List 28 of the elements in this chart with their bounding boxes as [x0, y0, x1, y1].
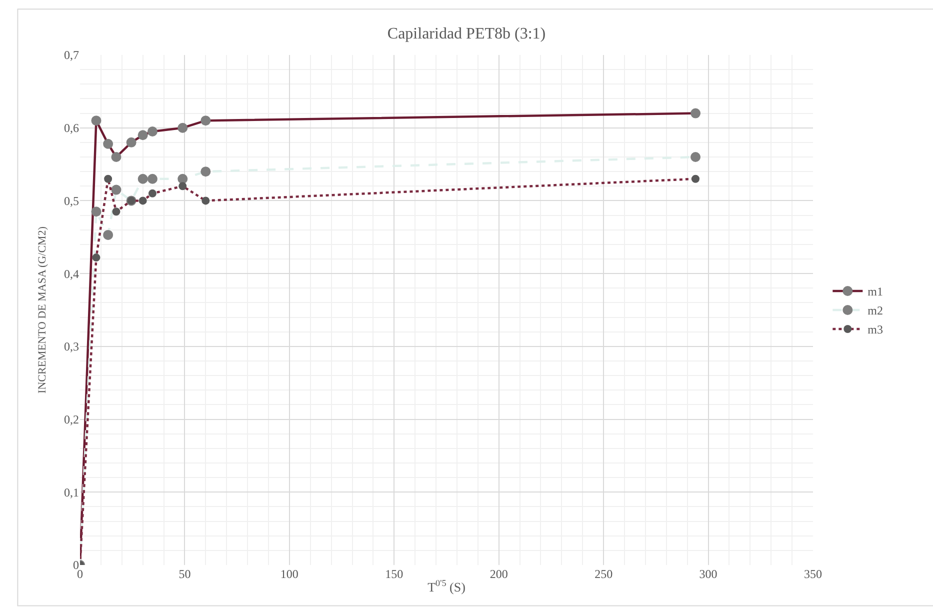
- legend-label: m3: [868, 322, 884, 337]
- point: [202, 196, 210, 205]
- point: [104, 174, 112, 183]
- x-tick-label: 100: [280, 567, 298, 581]
- y-tick-label: 0,2: [64, 412, 79, 426]
- x-tick-label: 200: [490, 567, 508, 581]
- x-tick-label: 150: [385, 567, 404, 581]
- y-axis-title: INCREMENTO DE MASA (G/CM2): [36, 226, 49, 394]
- x-tick-label: 50: [178, 567, 191, 581]
- legend-label: m2: [868, 304, 884, 318]
- point: [92, 254, 100, 262]
- point: [112, 208, 120, 216]
- point: [692, 174, 700, 183]
- y-tick-label: 0,3: [64, 340, 79, 354]
- y-tick-label: 0,5: [64, 194, 79, 208]
- y-tick-label: 0,1: [64, 485, 79, 500]
- legend-label: m1: [868, 284, 884, 299]
- y-tick-label: 0,7: [64, 48, 79, 62]
- x-tick-label: 300: [699, 567, 718, 581]
- y-tick-label: 0,4: [64, 266, 79, 281]
- x-axis-title: T$^{0'5}$ (S): [428, 578, 466, 595]
- point: [148, 189, 156, 198]
- chart-title: Capilaridad PET8b (3:1): [387, 26, 546, 43]
- point: [138, 196, 147, 205]
- x-tick-label: 350: [804, 567, 822, 581]
- y-tick-label: 0,6: [64, 121, 79, 136]
- x-tick-label: 250: [594, 567, 613, 581]
- point: [178, 182, 187, 190]
